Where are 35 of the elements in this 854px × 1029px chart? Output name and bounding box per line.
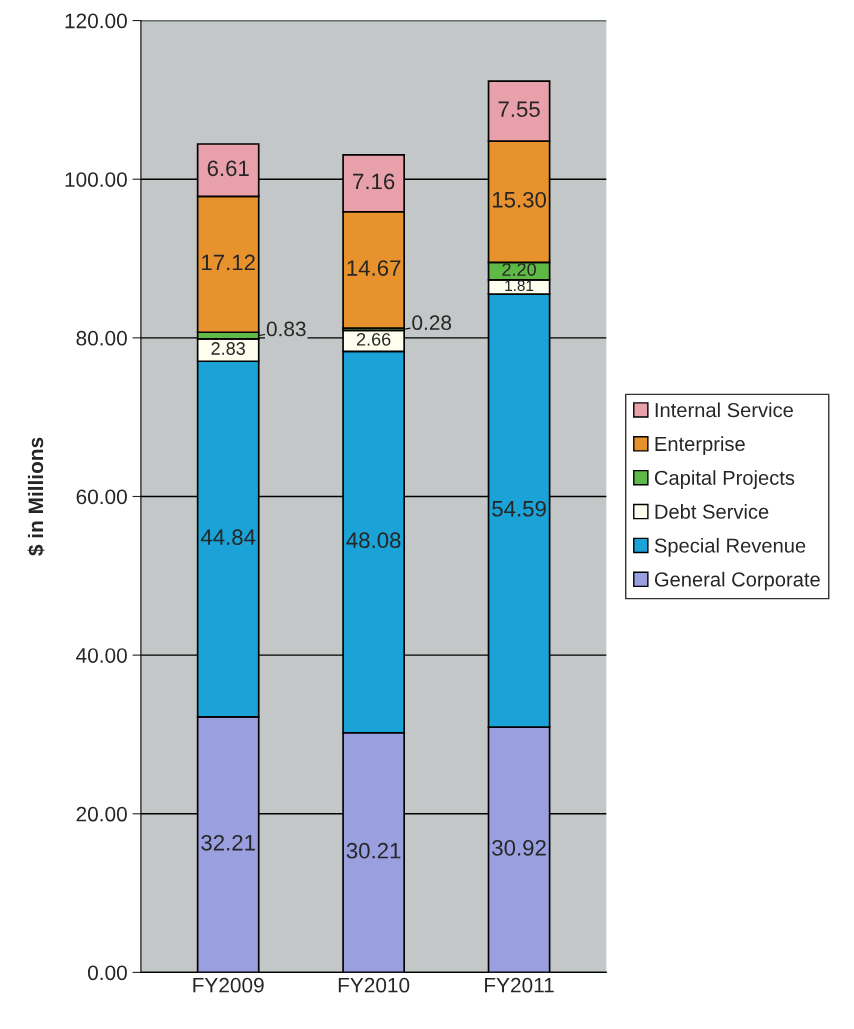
x-tick-label: FY2011 [485,977,554,993]
data-label: 54.59 [492,500,546,517]
data-label: 2.83 [211,342,245,355]
data-label: 48.08 [346,532,401,549]
legend-label: General Corporate [654,571,820,591]
legend-label: Special Revenue [654,537,806,557]
x-tick-label: FY2009 [193,977,264,993]
y-tick-label: 120.00 [65,13,127,29]
data-label: 2.20 [502,263,536,276]
legend-label: Internal Service [655,402,793,418]
legend-label: Debt Service [655,504,769,519]
data-label: 0.83 [266,321,306,337]
y-tick-label: 0.00 [87,965,127,981]
data-label: 6.61 [207,160,249,177]
y-tick-label: 80.00 [76,330,127,346]
legend-label: Enterprise [655,436,745,456]
data-label: 1.81 [505,280,534,292]
data-label: 44.84 [200,529,256,546]
y-tick-label: 60.00 [76,489,127,505]
data-label: 2.66 [356,332,391,346]
data-label: 17.12 [202,254,255,271]
data-label: 30.21 [346,842,401,859]
data-label: 7.16 [353,173,395,190]
y-tick-label: 40.00 [76,648,127,663]
data-label: 32.21 [201,834,255,851]
data-label: 30.92 [492,840,546,856]
data-label: 15.30 [492,191,547,208]
y-tick-label: 20.00 [76,806,127,822]
x-tick-label: FY2010 [338,977,410,993]
data-label: 0.28 [412,315,452,331]
data-label: 14.67 [347,260,401,276]
data-label: 7.55 [498,101,540,118]
y-tick-label: 100.00 [65,172,127,187]
legend-label: Capital Projects [654,470,795,489]
y-axis-title: $ in Millions [27,437,45,556]
